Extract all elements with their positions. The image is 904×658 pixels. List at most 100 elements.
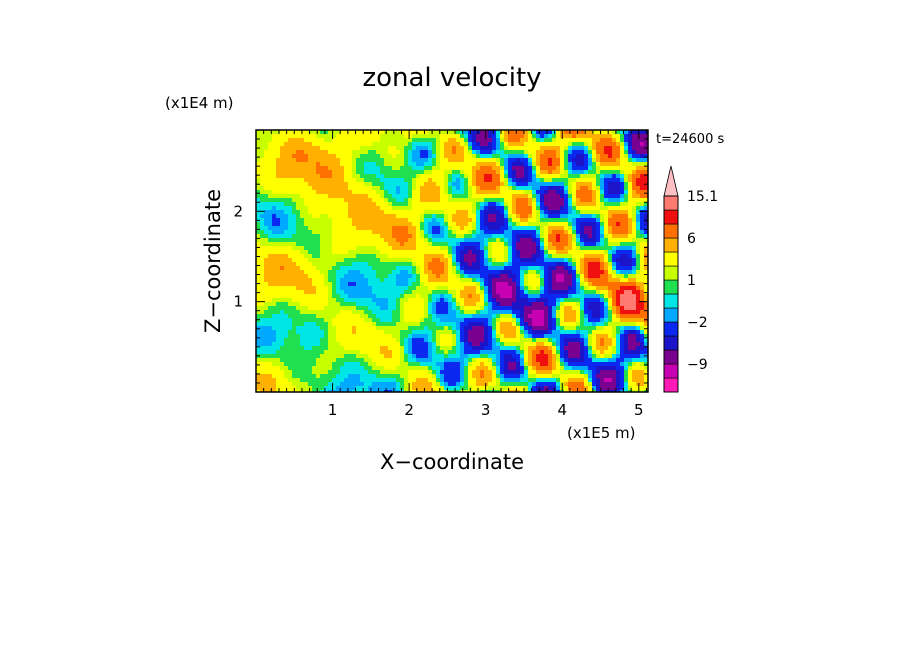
heat-cell [604,170,609,175]
heat-cell [284,282,289,287]
heat-cell [332,266,337,271]
heat-cell [476,146,481,151]
heat-cell [256,266,261,271]
heat-cell [456,278,461,283]
heat-cell [564,142,569,147]
heat-cell [336,234,341,239]
heat-cell [504,142,509,147]
heat-cell [484,142,489,147]
heat-cell [492,242,497,247]
heat-cell [408,234,413,239]
heat-cell [472,242,477,247]
heat-cell [500,306,505,311]
heat-cell [328,158,333,163]
heat-cell [492,258,497,263]
heat-cell [424,266,429,271]
heat-cell [280,210,285,215]
heat-cell [384,178,389,183]
heat-cell [616,226,621,231]
heat-cell [320,306,325,311]
heat-cell [348,314,353,319]
heat-cell [572,134,577,139]
heat-cell [284,162,289,167]
heat-cell [448,282,453,287]
heat-cell [304,278,309,283]
heat-cell [576,270,581,275]
heat-cell [560,326,565,331]
heat-cell [512,150,517,155]
heat-cell [488,318,493,323]
heat-cell [556,142,561,147]
heat-cell [476,226,481,231]
heat-cell [500,314,505,319]
heat-cell [508,146,513,151]
heat-cell [404,278,409,283]
heat-cell [588,314,593,319]
heat-cell [524,298,529,303]
heat-cell [580,130,585,135]
heat-cell [472,234,477,239]
heat-cell [516,306,521,311]
heat-cell [292,238,297,243]
heat-cell [448,150,453,155]
heat-cell [644,274,648,279]
heat-cell [616,282,621,287]
heat-cell [404,298,409,303]
heat-cell [384,250,389,255]
heat-cell [356,230,361,235]
heat-cell [636,250,641,255]
heat-cell [416,258,421,263]
heat-cell [364,206,369,211]
heat-cell [324,178,329,183]
heat-cell [412,206,417,211]
heat-cell [388,282,393,287]
heat-cell [276,174,281,179]
heat-cell [604,306,609,311]
heat-cell [584,258,589,263]
heat-cell [560,318,565,323]
heat-cell [320,322,325,327]
heat-cell [300,222,305,227]
heat-cell [264,322,269,327]
heat-cell [392,290,397,295]
heat-cell [612,318,617,323]
heat-cell [408,186,413,191]
heat-cell [508,278,513,283]
heat-cell [640,318,645,323]
heat-cell [552,238,557,243]
heat-cell [560,310,565,315]
heat-cell [528,194,533,199]
heat-cell [592,206,597,211]
heat-cell [380,266,385,271]
heat-cell [408,182,413,187]
heat-cell [408,238,413,243]
heat-cell [628,274,633,279]
heat-cell [308,330,313,335]
heat-cell [576,210,581,215]
heat-cell [460,274,465,279]
heat-cell [528,266,533,271]
heat-cell [552,258,557,263]
heat-cell [436,250,441,255]
heat-cell [636,282,641,287]
heat-cell [400,294,405,299]
heat-cell [412,166,417,171]
heat-cell [328,294,333,299]
heat-cell [332,186,337,191]
heat-cell [500,174,505,179]
heat-cell [360,254,365,259]
heat-cell [612,138,617,143]
heat-cell [636,262,641,267]
heat-cell [264,162,269,167]
heat-cell [484,298,489,303]
heat-cell [356,158,361,163]
heat-cell [572,302,577,307]
heat-cell [568,258,573,263]
heat-cell [452,258,457,263]
heat-cell [352,262,357,267]
heat-cell [348,226,353,231]
heat-cell [276,242,281,247]
heat-cell [616,130,621,135]
heat-cell [636,286,641,291]
heat-cell [512,282,517,287]
